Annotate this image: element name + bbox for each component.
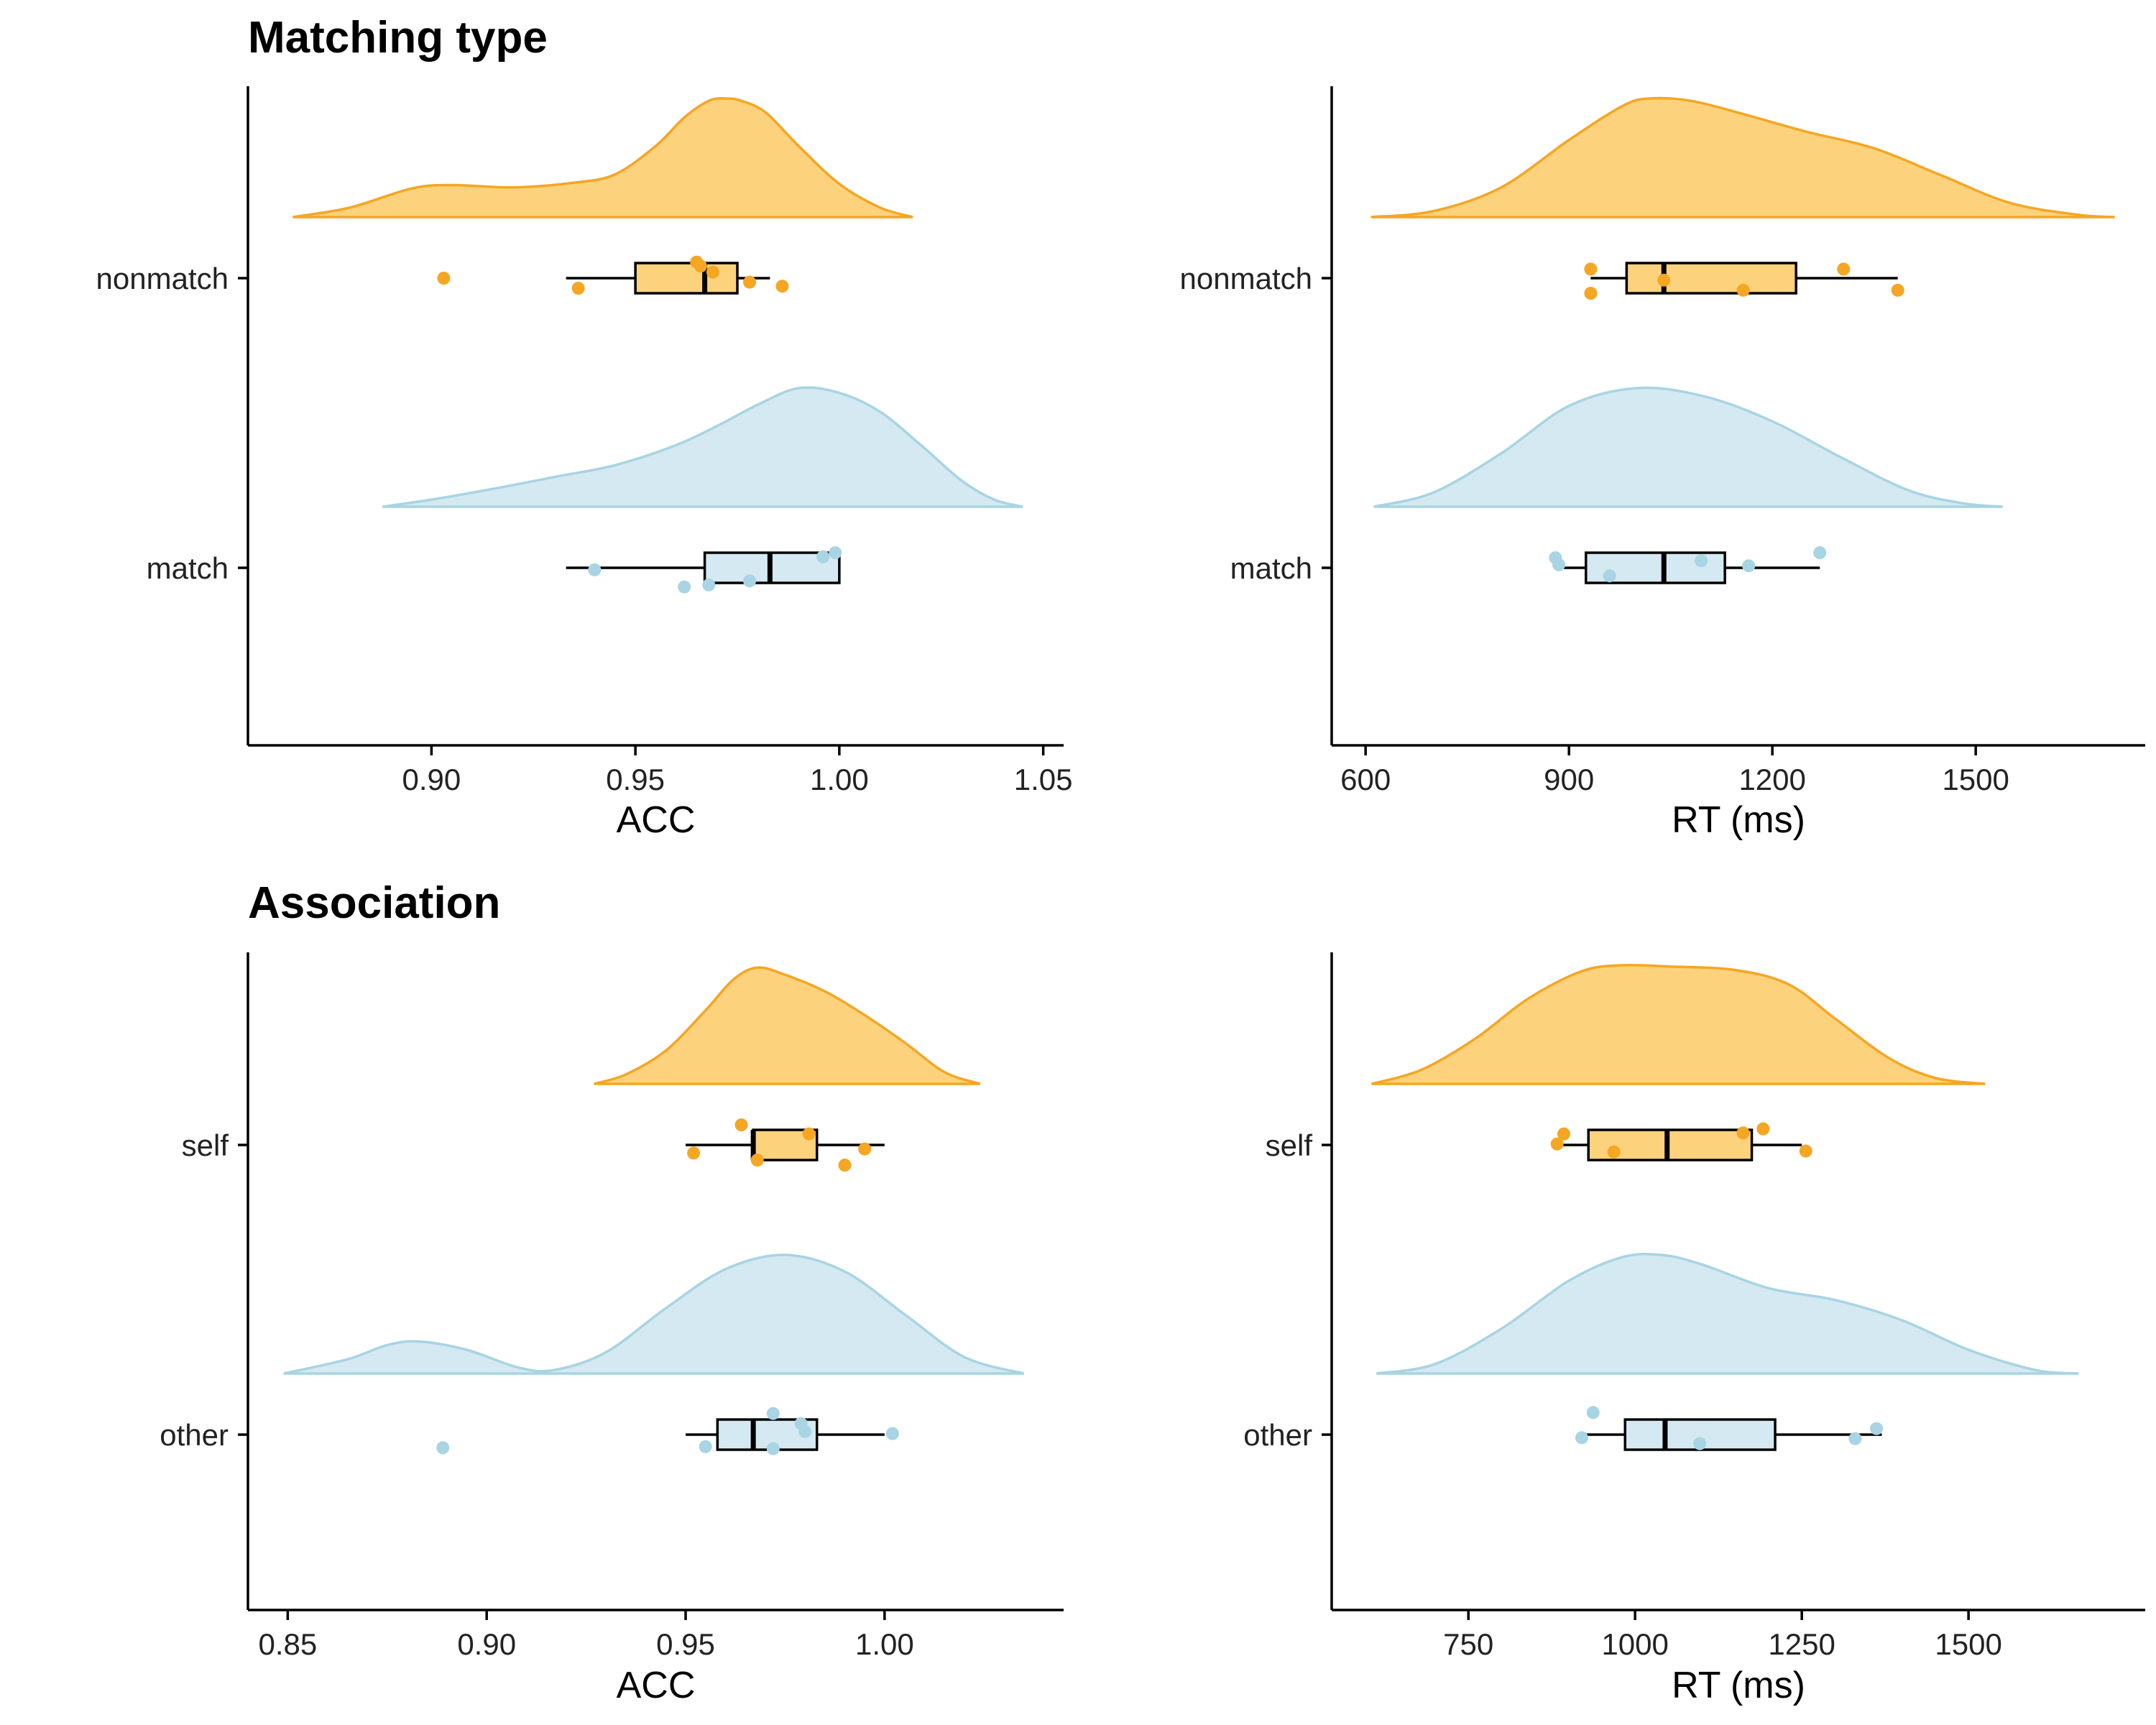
x-tick-label: 0.90: [457, 1627, 516, 1661]
density-cloud-nonmatch: [1370, 96, 2115, 218]
density-cloud-match: [1373, 386, 2004, 508]
x-tick-label: 0.95: [606, 763, 665, 796]
data-point-other: [1870, 1422, 1884, 1435]
data-point-nonmatch: [706, 265, 719, 279]
density-cloud-match: [382, 386, 1023, 508]
data-point-other: [766, 1442, 780, 1455]
data-point-match: [1552, 558, 1566, 571]
data-point-other: [766, 1407, 780, 1420]
data-point-match: [829, 546, 842, 559]
density-cloud-other: [283, 1254, 1025, 1375]
data-point-match: [588, 563, 602, 576]
data-point-match: [1742, 559, 1756, 573]
x-axis-title: RT (ms): [1672, 799, 1805, 841]
y-tick-label-match: match: [1230, 551, 1312, 585]
x-tick-label: 1250: [1768, 1627, 1835, 1661]
data-point-nonmatch: [1657, 273, 1671, 287]
x-tick-label: 1500: [1935, 1627, 2001, 1661]
x-tick-label: 1000: [1601, 1627, 1668, 1661]
data-point-nonmatch: [437, 272, 451, 285]
data-point-match: [1603, 569, 1616, 583]
x-tick-label: 1.00: [810, 763, 869, 796]
data-point-nonmatch: [1584, 262, 1598, 276]
density-cloud-nonmatch: [292, 97, 913, 218]
panel-association-rt: 750 1000 1250 1500 RT (ms) self other: [1243, 952, 2145, 1706]
data-point-nonmatch: [775, 280, 789, 293]
data-point-nonmatch: [1837, 262, 1851, 276]
x-tick-label: 1.05: [1014, 763, 1073, 796]
data-point-nonmatch: [571, 282, 585, 295]
x-tick-label: 600: [1340, 763, 1391, 796]
data-point-self: [1607, 1145, 1621, 1159]
data-point-other: [1575, 1431, 1588, 1445]
data-point-nonmatch: [1736, 283, 1750, 297]
x-axis-title: ACC: [617, 799, 696, 841]
data-point-other: [1848, 1432, 1862, 1445]
data-point-self: [1557, 1127, 1570, 1141]
box-nonmatch: [1625, 262, 1797, 295]
section-title-matching-type: Matching type: [248, 13, 548, 63]
data-point-match: [1695, 554, 1708, 568]
data-point-match: [816, 550, 830, 564]
data-point-other: [1586, 1406, 1600, 1420]
x-tick-label: 0.95: [656, 1627, 715, 1661]
x-tick-label: 0.85: [258, 1627, 317, 1661]
x-tick-label: 750: [1443, 1627, 1493, 1661]
box-self: [752, 1128, 819, 1162]
y-tick-label-self: self: [182, 1128, 229, 1162]
data-point-nonmatch: [694, 259, 707, 273]
data-point-match: [743, 574, 757, 588]
data-point-match: [1813, 546, 1827, 559]
x-tick-label: 1200: [1738, 763, 1805, 796]
y-tick-label-other: other: [160, 1418, 229, 1452]
data-point-self: [1736, 1126, 1750, 1140]
data-point-nonmatch: [1891, 283, 1904, 297]
data-point-other: [436, 1441, 450, 1455]
y-tick-label-other: other: [1243, 1418, 1312, 1452]
x-tick-label: 900: [1544, 763, 1594, 796]
data-point-self: [838, 1159, 852, 1172]
data-point-other: [699, 1440, 712, 1453]
data-point-self: [734, 1118, 748, 1131]
y-tick-label-nonmatch: nonmatch: [1180, 262, 1312, 295]
y-tick-label-self: self: [1266, 1128, 1313, 1162]
data-point-self: [1756, 1122, 1770, 1136]
x-axis-title: RT (ms): [1672, 1665, 1805, 1706]
y-tick-label-match: match: [147, 551, 229, 585]
data-point-nonmatch: [1584, 287, 1598, 300]
y-tick-label-nonmatch: nonmatch: [96, 262, 229, 295]
density-cloud-self: [594, 966, 981, 1085]
data-point-self: [802, 1127, 816, 1141]
data-point-match: [702, 578, 716, 592]
panel-matching-type-acc: 0.90 0.95 1.00 1.05 ACC nonmatch match: [96, 86, 1073, 841]
data-point-match: [678, 580, 691, 594]
data-point-self: [1799, 1144, 1812, 1158]
data-point-self: [1550, 1137, 1564, 1151]
x-axis-title: ACC: [617, 1665, 696, 1706]
data-point-self: [858, 1142, 872, 1156]
section-title-association: Association: [248, 878, 500, 928]
x-tick-label: 0.90: [402, 763, 461, 796]
data-point-other: [1693, 1437, 1707, 1450]
data-point-other: [798, 1425, 812, 1438]
box-nonmatch: [634, 262, 739, 295]
panel-association-acc: 0.85 0.90 0.95 1.00 ACC self other: [160, 952, 1064, 1706]
x-tick-label: 1500: [1942, 763, 2009, 796]
data-point-self: [687, 1146, 701, 1160]
density-cloud-self: [1371, 963, 1986, 1085]
x-tick-label: 1.00: [855, 1627, 914, 1661]
data-point-other: [885, 1427, 899, 1440]
density-cloud-other: [1376, 1252, 2079, 1375]
data-point-self: [750, 1154, 764, 1167]
data-point-nonmatch: [743, 275, 757, 289]
panel-matching-type-rt: 600 900 1200 1500 RT (ms) nonmatch match: [1180, 86, 2145, 841]
